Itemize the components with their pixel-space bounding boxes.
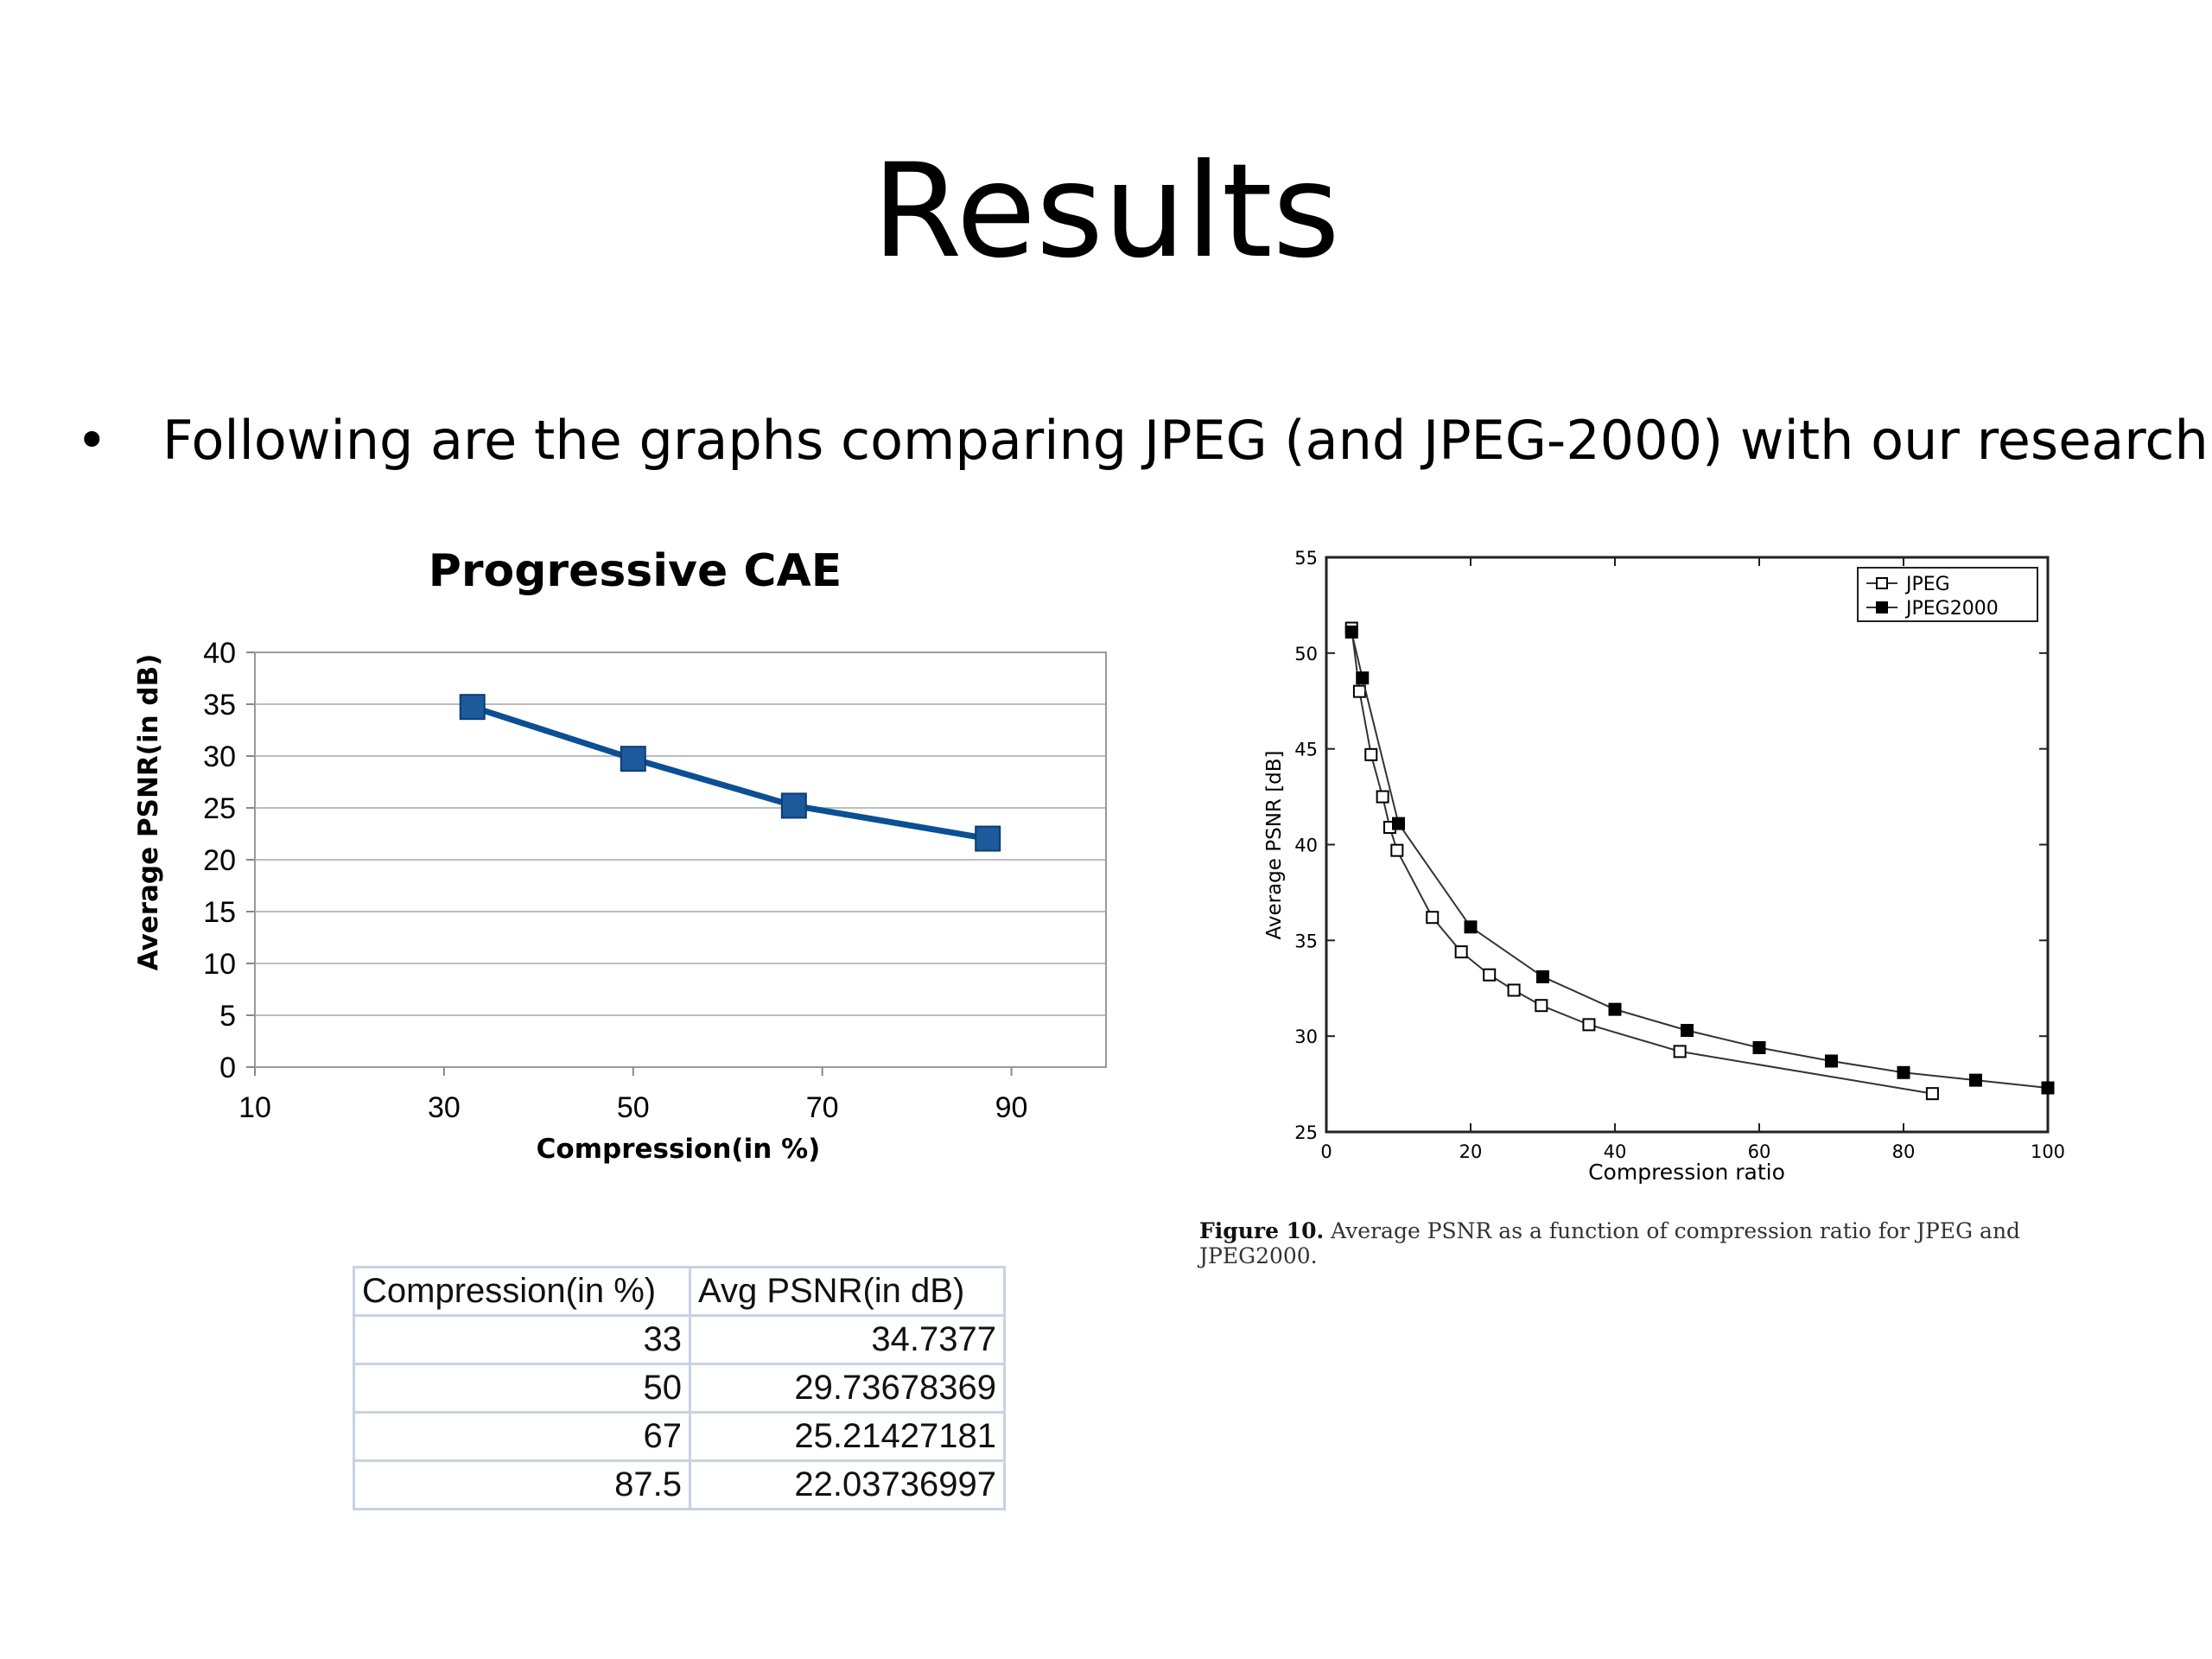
table-cell-compression: 50 (353, 1363, 691, 1414)
data-point (459, 694, 486, 721)
series-line (471, 703, 988, 842)
bullet-marker: • (76, 409, 108, 472)
y-tick-label: 30 (1294, 1027, 1318, 1047)
results-table: Compression(in %) Avg PSNR(in dB) 33 34.… (353, 1266, 1006, 1510)
x-tick-label: 30 (428, 1091, 461, 1124)
plot-frame (254, 652, 1107, 1068)
legend-marker (1876, 577, 1888, 589)
y-axis-label: Average PSNR(in dB) (133, 654, 164, 971)
data-point (1608, 1002, 1622, 1016)
data-point (1344, 625, 1358, 639)
data-point (1897, 1065, 1910, 1079)
table-row: 67 25.21427181 (353, 1411, 1006, 1462)
y-tick-label: 30 (203, 741, 236, 773)
y-tick-label: 25 (203, 792, 236, 825)
data-point (620, 746, 646, 772)
x-tick-label: 100 (2031, 1141, 2065, 1162)
data-point (1364, 747, 1378, 761)
data-point (1925, 1087, 1939, 1101)
figure-caption-label: Figure 10. (1199, 1218, 1325, 1243)
series-line-jpeg2000 (1351, 632, 2049, 1090)
data-point (1969, 1073, 1982, 1087)
slide-title: Results (872, 137, 1340, 287)
y-tick-label: 20 (203, 844, 236, 877)
bullet-item: • Following are the graphs comparing JPEG… (76, 406, 2209, 475)
data-point (2041, 1081, 2055, 1095)
data-point (1752, 1040, 1766, 1054)
x-tick-label: 0 (1320, 1141, 1332, 1162)
y-tick-label: 35 (203, 689, 236, 721)
figure-caption-text: Average PSNR as a function of compressio… (1199, 1218, 2021, 1268)
table-row: 33 34.7377 (353, 1314, 1006, 1365)
table-cell-psnr: 22.03736997 (689, 1459, 1006, 1510)
data-point (1507, 983, 1521, 997)
data-point (1426, 911, 1440, 925)
table-row: 87.5 22.03736997 (353, 1459, 1006, 1510)
plot-frame (1325, 556, 2050, 1134)
table-header-row: Compression(in %) Avg PSNR(in dB) (353, 1266, 1006, 1317)
x-tick-label: 70 (806, 1091, 839, 1124)
table-cell-compression: 67 (353, 1411, 691, 1462)
data-point (1454, 945, 1468, 959)
figure-caption: Figure 10. Average PSNR as a function of… (1199, 1218, 2133, 1268)
data-point (975, 825, 1001, 852)
table-cell-psnr: 29.73678369 (689, 1363, 1006, 1414)
table-row: 50 29.73678369 (353, 1363, 1006, 1414)
x-tick-label: 90 (995, 1091, 1028, 1124)
table-cell-psnr: 25.21427181 (689, 1411, 1006, 1462)
data-point (1825, 1054, 1838, 1068)
table-header-psnr: Avg PSNR(in dB) (689, 1266, 1006, 1317)
data-point (1352, 684, 1366, 698)
x-axis-label: Compression ratio (1588, 1160, 1785, 1185)
y-tick-label: 40 (1294, 836, 1318, 856)
y-tick-label: 5 (219, 1000, 236, 1033)
y-tick-label: 50 (1294, 644, 1318, 664)
table-cell-psnr: 34.7377 (689, 1314, 1006, 1365)
table-cell-compression: 87.5 (353, 1459, 691, 1510)
data-point (1536, 969, 1549, 983)
x-tick-label: 20 (1459, 1141, 1483, 1162)
data-point (1376, 790, 1389, 804)
y-tick-label: 15 (203, 896, 236, 929)
y-tick-label: 0 (219, 1052, 236, 1084)
data-point (1681, 1024, 1694, 1038)
x-tick-label: 10 (238, 1091, 271, 1124)
y-axis-label: Average PSNR [dB] (1263, 750, 1286, 939)
x-tick-label: 50 (617, 1091, 650, 1124)
y-tick-label: 10 (203, 948, 236, 981)
data-point (780, 792, 807, 819)
x-tick-label: 60 (1748, 1141, 1771, 1162)
legend-marker (1876, 601, 1888, 613)
table-header-compression: Compression(in %) (353, 1266, 691, 1317)
progressive-cae-chart: Progressive CAE 0 5 10 15 20 25 30 35 40 10 30 50 70 9… (133, 545, 1107, 1165)
table-cell-compression: 33 (353, 1314, 691, 1365)
chart-legend: JPEG JPEG2000 (1857, 567, 2038, 622)
x-axis-label: Compression(in %) (537, 1134, 821, 1165)
data-point (1356, 671, 1370, 685)
legend-label: JPEG (1904, 574, 1950, 595)
y-tick-label: 55 (1294, 548, 1318, 569)
data-point (1464, 920, 1478, 934)
x-tick-label: 80 (1892, 1141, 1916, 1162)
data-point (1535, 999, 1548, 1013)
y-tick-label: 45 (1294, 740, 1318, 760)
data-point (1673, 1045, 1687, 1058)
chart-title: Progressive CAE (429, 545, 842, 597)
data-point (1582, 1018, 1596, 1032)
data-point (1483, 968, 1497, 982)
y-tick-label: 35 (1294, 931, 1318, 951)
series-line-jpeg (1351, 627, 1933, 1095)
y-tick-label: 40 (203, 637, 236, 670)
bullet-text: Following are the graphs comparing JPEG … (162, 409, 2209, 472)
data-point (1390, 843, 1404, 857)
jpeg-comparison-chart: 0 20 40 60 80 100 25 30 35 40 45 50 55 Compression ra… (1263, 548, 2065, 1185)
legend-label: JPEG2000 (1904, 598, 1999, 620)
x-tick-label: 40 (1604, 1141, 1627, 1162)
data-point (1392, 817, 1405, 830)
y-tick-label: 25 (1294, 1122, 1318, 1143)
